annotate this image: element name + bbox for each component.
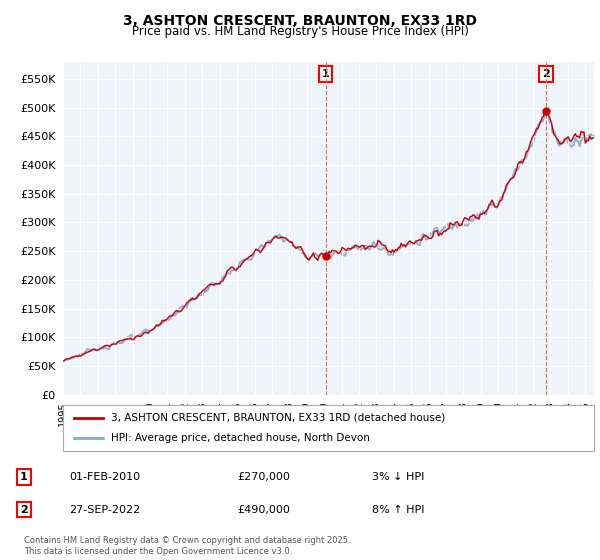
Text: 1: 1 [20,472,28,482]
Text: 3% ↓ HPI: 3% ↓ HPI [372,472,424,482]
Text: 3, ASHTON CRESCENT, BRAUNTON, EX33 1RD: 3, ASHTON CRESCENT, BRAUNTON, EX33 1RD [123,14,477,28]
Text: 3, ASHTON CRESCENT, BRAUNTON, EX33 1RD (detached house): 3, ASHTON CRESCENT, BRAUNTON, EX33 1RD (… [111,413,445,423]
Text: 2: 2 [20,505,28,515]
Text: 2: 2 [542,69,550,79]
FancyBboxPatch shape [63,405,594,451]
Text: Price paid vs. HM Land Registry's House Price Index (HPI): Price paid vs. HM Land Registry's House … [131,25,469,39]
Text: 8% ↑ HPI: 8% ↑ HPI [372,505,425,515]
Text: £490,000: £490,000 [237,505,290,515]
Text: 1: 1 [322,69,329,79]
Text: Contains HM Land Registry data © Crown copyright and database right 2025.
This d: Contains HM Land Registry data © Crown c… [24,536,350,556]
Text: £270,000: £270,000 [237,472,290,482]
Text: 27-SEP-2022: 27-SEP-2022 [69,505,140,515]
Text: HPI: Average price, detached house, North Devon: HPI: Average price, detached house, Nort… [111,433,370,443]
Text: 01-FEB-2010: 01-FEB-2010 [69,472,140,482]
